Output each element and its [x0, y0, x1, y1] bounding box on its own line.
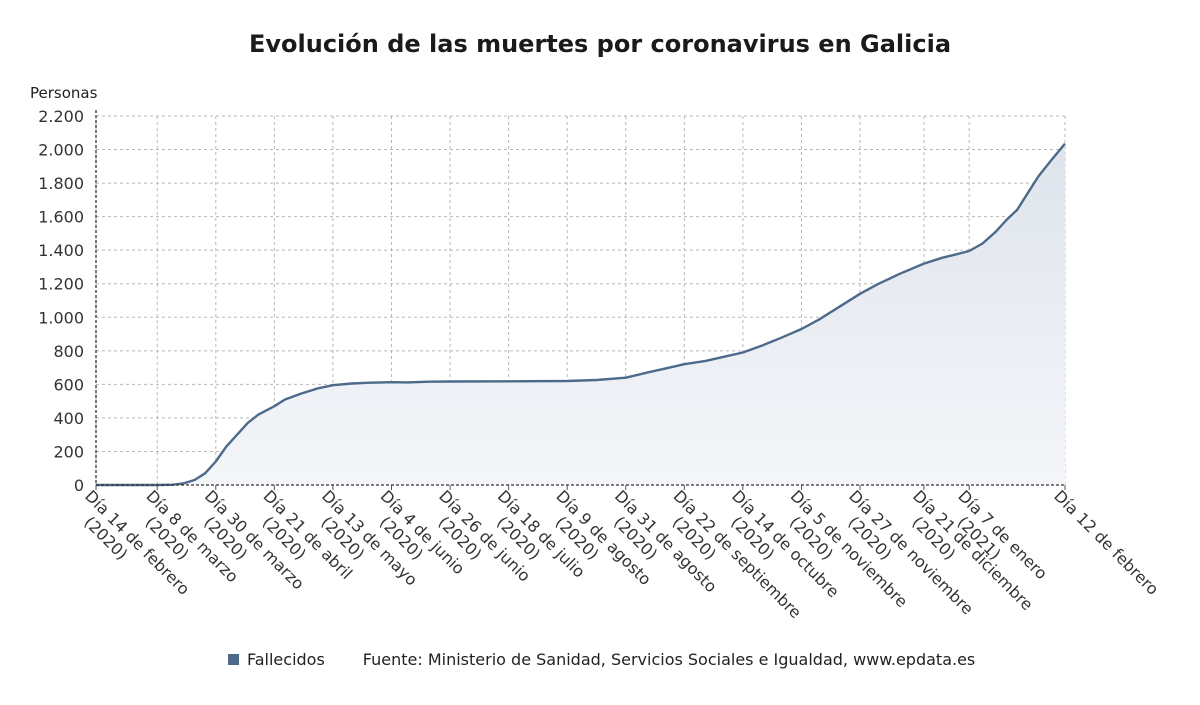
y-tick-label: 200	[53, 442, 84, 461]
y-tick-label: 1.200	[38, 275, 84, 294]
series-area	[96, 142, 1066, 487]
y-tick-label: 1.800	[38, 174, 84, 193]
source-text: Fuente: Ministerio de Sanidad, Servicios…	[362, 650, 976, 669]
y-tick-label: 400	[53, 409, 84, 428]
chart-footer: Fallecidos Fuente: Ministerio de Sanidad…	[228, 650, 975, 669]
y-tick-label: 600	[53, 375, 84, 394]
y-tick-label: 1.400	[38, 241, 84, 260]
y-tick-label: 0	[74, 476, 84, 495]
y-tick-labels: 0 200 400 600 800 1.000 1.200 1.400 1.600 1.800 2.…	[38, 107, 84, 495]
y-tick-label: 2.000	[38, 141, 84, 160]
x-tick-labels: Día 14 de febrero(2020) Día 8 de marzo(20…	[80, 486, 1162, 622]
legend-swatch	[228, 654, 239, 665]
series-line-fallecidos[interactable]	[96, 142, 1066, 487]
legend-label[interactable]: Fallecidos	[247, 650, 325, 669]
series-area-fallecidos	[96, 143, 1065, 485]
axes	[95, 110, 1066, 490]
y-tick-label: 2.200	[38, 107, 84, 126]
chart-title: Evolución de las muertes por coronavirus…	[248, 30, 952, 58]
y-tick-label: 1.000	[38, 308, 84, 327]
x-tick-label: Día 12 de febrero	[1050, 486, 1162, 598]
y-axis-label: Personas	[30, 84, 98, 102]
y-tick-label: 800	[53, 342, 84, 361]
y-tick-label: 1.600	[38, 208, 84, 227]
